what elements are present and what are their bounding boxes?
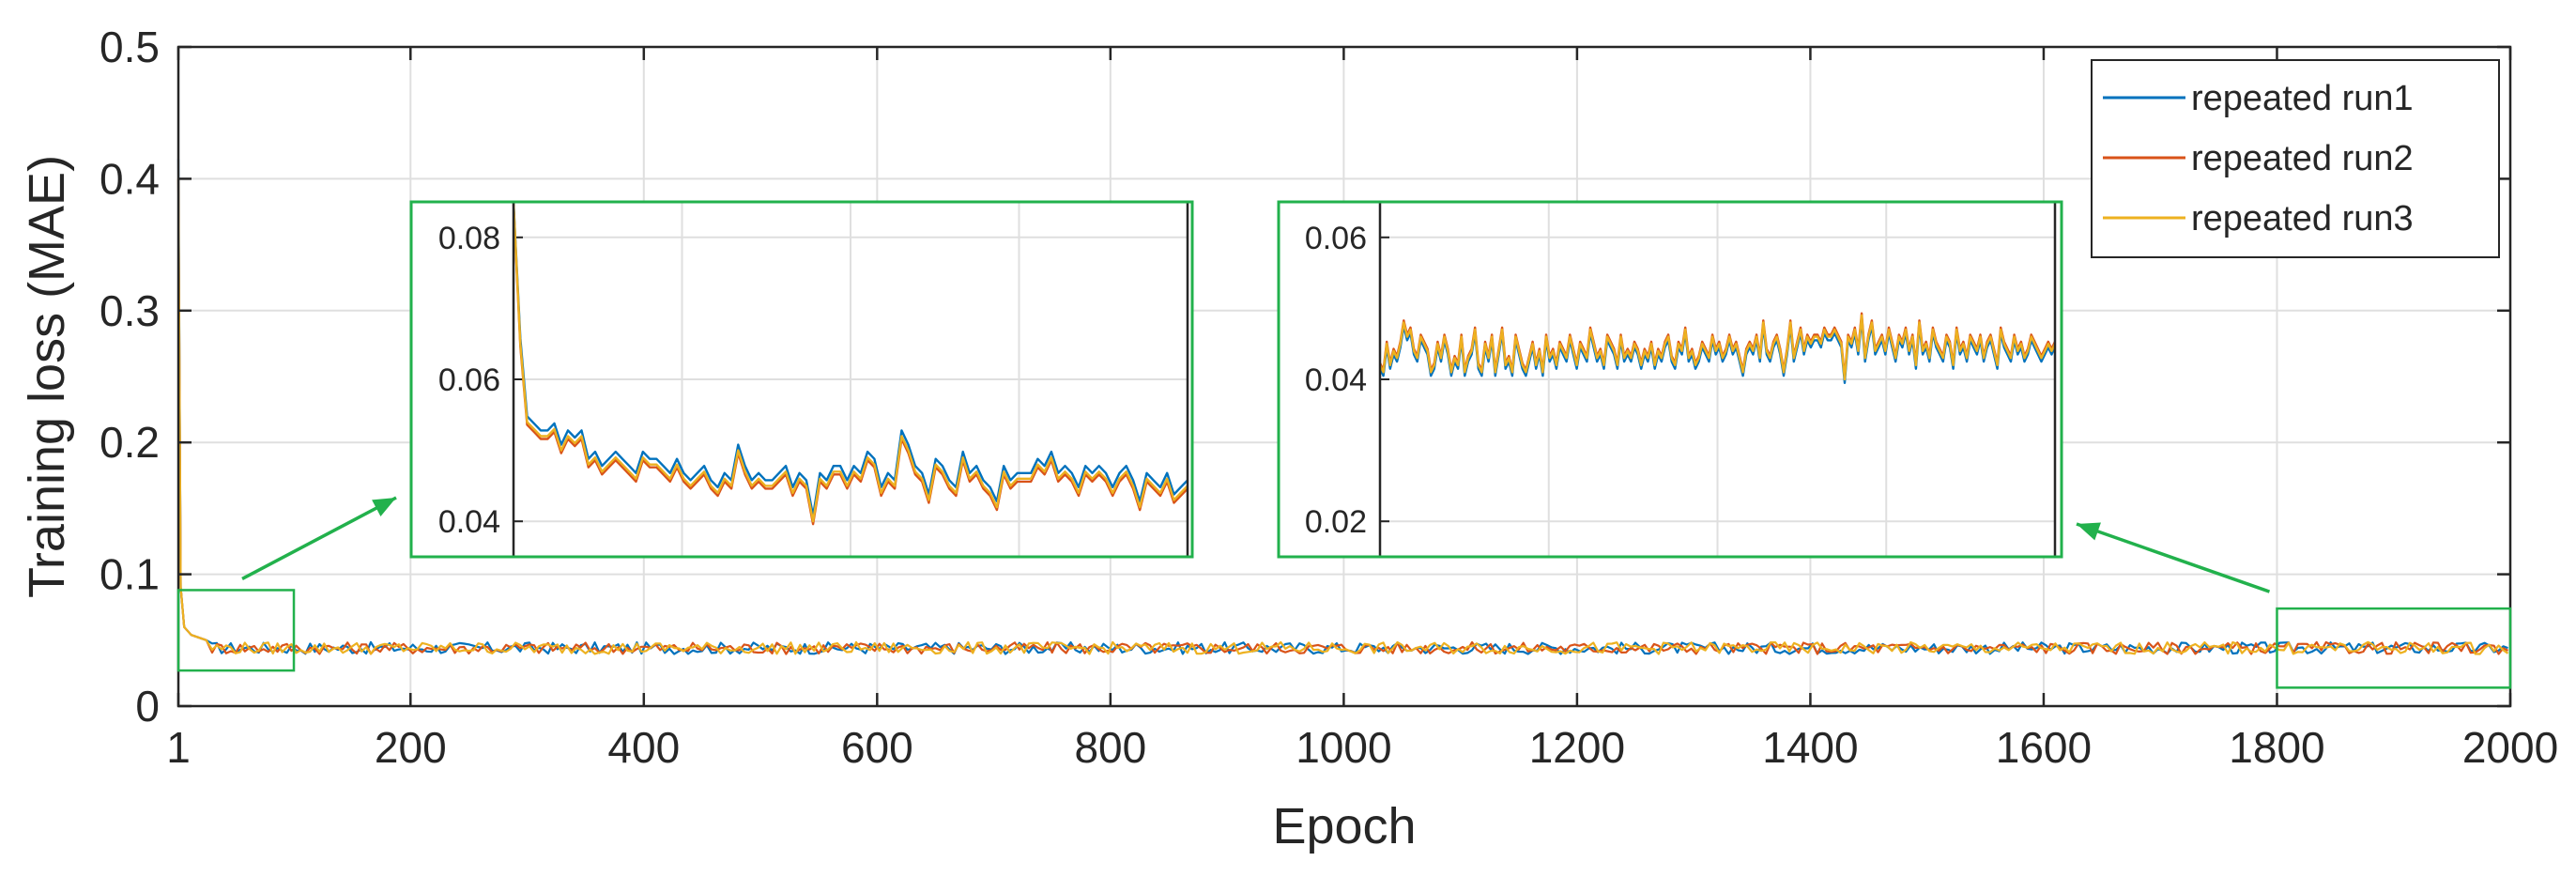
y-tick-label: 0.1 <box>100 550 160 599</box>
inset-y-tick-label: 0.04 <box>438 504 500 540</box>
x-tick-label: 1000 <box>1296 723 1391 772</box>
x-tick-label: 1 <box>166 723 191 772</box>
zoom-arrows <box>241 496 2271 593</box>
inset-y-tick-label: 0.06 <box>438 362 500 398</box>
zoom-box-2 <box>2276 607 2512 689</box>
x-tick-label: 1600 <box>1996 723 2092 772</box>
y-tick-label: 0.5 <box>100 23 160 71</box>
y-tick-label: 0.2 <box>100 418 160 467</box>
legend-label-1: repeated run1 <box>2191 79 2414 118</box>
y-tick-label: 0.4 <box>100 154 160 203</box>
legend-label-2: repeated run2 <box>2191 139 2414 178</box>
zoom-arrow-1-shaft <box>241 496 397 580</box>
inset-early-epochs: 0.04 0.06 0.08 <box>409 200 1194 559</box>
legend: repeated run1 repeated run2 repeated run3 <box>2091 59 2500 258</box>
inset-y-tick-label: 0.08 <box>438 221 500 256</box>
x-tick-label: 1800 <box>2229 723 2324 772</box>
legend-label-3: repeated run3 <box>2191 199 2414 238</box>
main-series-lines <box>176 159 2509 655</box>
x-tick-label: 800 <box>1074 723 1146 772</box>
zoom-arrow-1-head <box>372 498 396 517</box>
y-tick-label: 0 <box>135 682 160 731</box>
inset-series-line-3 <box>512 201 1188 523</box>
inset-y-tick-label: 0.02 <box>1305 504 1367 540</box>
zoom-arrow-2-shaft <box>2076 522 2271 593</box>
inset-border <box>409 200 1194 559</box>
zoom-region-boxes <box>176 589 2512 689</box>
x-tick-label: 600 <box>841 723 913 772</box>
zoom-arrow-2-head <box>2077 522 2101 541</box>
inset-series-line-2 <box>512 204 1188 526</box>
inset-y-tick-label: 0.06 <box>1305 221 1367 256</box>
inset-y-tick-label: 0.04 <box>1305 362 1367 398</box>
zoom-box-1 <box>176 589 296 672</box>
inset-late-epochs: 0.02 0.04 0.06 <box>1277 200 2063 559</box>
main-axis-ticks: 1 200 400 600 800 1000 1200 1400 1600 1800 200000.… <box>100 23 2558 772</box>
series-line-3 <box>176 178 2509 655</box>
x-tick-label: 2000 <box>2462 723 2558 772</box>
x-tick-label: 1400 <box>1762 723 1858 772</box>
inset-series-line-1 <box>512 201 1188 517</box>
x-axis-label: Epoch <box>1272 798 1416 854</box>
x-tick-label: 1200 <box>1529 723 1625 772</box>
x-tick-label: 400 <box>607 723 680 772</box>
y-axis-label: Training loss (MAE) <box>19 155 75 598</box>
y-tick-label: 0.3 <box>100 286 160 335</box>
inset-border <box>1277 200 2063 559</box>
inset-series-line-3 <box>1378 314 2057 381</box>
x-tick-label: 200 <box>375 723 447 772</box>
